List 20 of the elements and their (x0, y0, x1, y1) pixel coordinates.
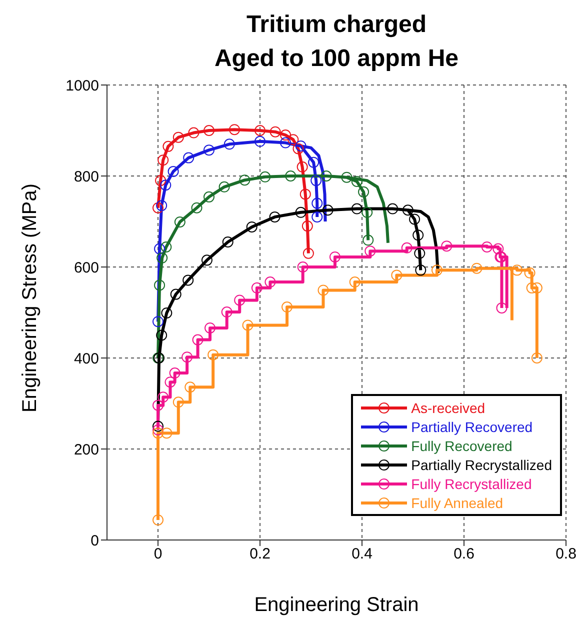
y-tick-label: 1000 (66, 77, 99, 94)
x-tick-label: 0.2 (250, 546, 270, 563)
x-tick-label: 0.8 (556, 546, 576, 563)
x-tick-label: 0.4 (352, 546, 372, 563)
x-tick-label: 0.6 (454, 546, 474, 563)
y-tick-label: 600 (74, 259, 99, 276)
legend-label: As-received (411, 400, 486, 416)
legend-label: Fully Annealed (411, 494, 504, 510)
legend-label: Fully Recrystallized (411, 476, 532, 492)
y-tick-label: 200 (74, 441, 99, 458)
chart-title: Tritium charged Aged to 100 appm He (213, 10, 460, 74)
legend-label: Partially Recrystallized (411, 456, 552, 472)
x-axis-title: Engineering Strain (254, 594, 419, 616)
y-tick-label: 0 (90, 532, 99, 550)
y-tick-label: 800 (74, 168, 99, 186)
legend-label: Partially Recovered (411, 418, 533, 434)
x-tick-label: 0 (154, 546, 162, 563)
legend-label: Fully Recovered (411, 438, 512, 454)
y-tick-label: 400 (74, 350, 99, 368)
y-axis-title: Engineering Stress (MPa) (19, 184, 42, 412)
